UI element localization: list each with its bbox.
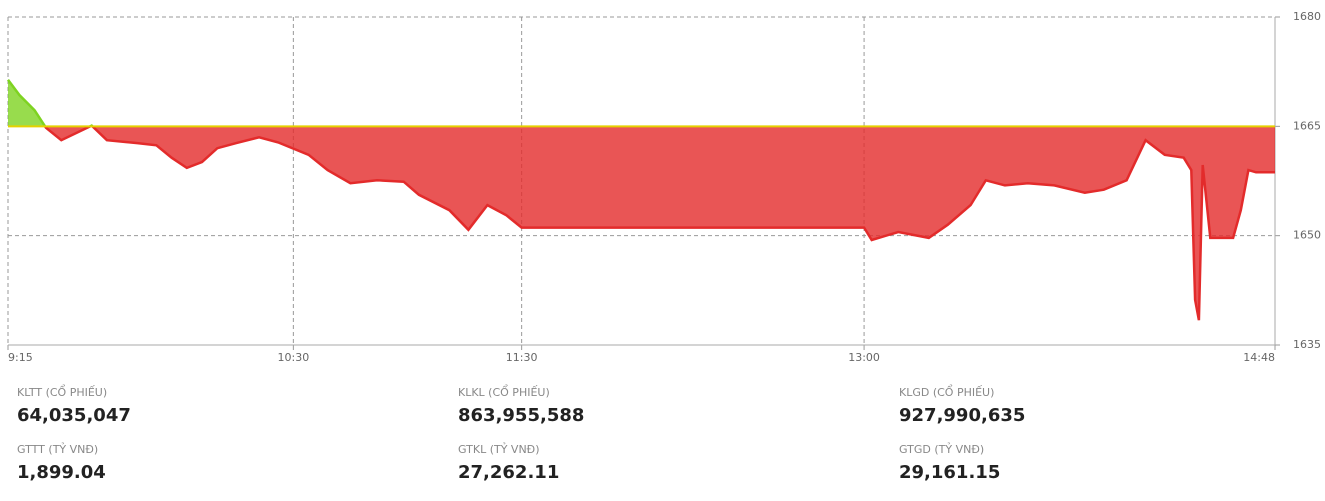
stat-value: 863,955,588: [458, 405, 585, 426]
x-tick-label: 11:30: [506, 351, 538, 364]
y-tick-label: 1680: [1293, 10, 1321, 23]
x-tick-label: 14:48: [1243, 351, 1275, 364]
stat: GTKL (TỶ VNĐ) 27,262.11: [458, 443, 559, 483]
stat-label: KLTT (CỔ PHIẾU): [17, 386, 108, 399]
stat-label: GTGD (TỶ VNĐ): [899, 443, 985, 456]
stat-label: KLKL (CỔ PHIẾU): [458, 386, 550, 399]
stat-value: 29,161.15: [899, 462, 1001, 483]
x-tick-label: 9:15: [8, 351, 33, 364]
stat-label: GTKL (TỶ VNĐ): [458, 443, 540, 456]
line-down: [43, 126, 1275, 321]
stat: GTTT (TỶ VNĐ) 1,899.04: [17, 443, 106, 483]
x-tick-label: 13:00: [848, 351, 880, 364]
stat: GTGD (TỶ VNĐ) 29,161.15: [899, 443, 1000, 483]
y-tick-label: 1635: [1293, 338, 1321, 351]
stat-value: 27,262.11: [458, 462, 560, 483]
chart: 1635 1650 1665 1680 9:15 10:30 11:30 13:00 14:48: [6, 10, 1321, 364]
x-tick-label: 10:30: [278, 351, 310, 364]
stat-value: 927,990,635: [899, 405, 1026, 426]
stat: KLGD (CỔ PHIẾU) 927,990,635: [899, 386, 1025, 426]
stat-value: 64,035,047: [17, 405, 131, 426]
y-tick-label: 1650: [1293, 229, 1321, 242]
y-tick-label: 1665: [1293, 119, 1321, 132]
stat-value: 1,899.04: [17, 462, 106, 483]
stat-label: KLGD (CỔ PHIẾU): [899, 386, 995, 399]
stat: KLTT (CỔ PHIẾU) 64,035,047: [17, 386, 131, 426]
stat-label: GTTT (TỶ VNĐ): [17, 443, 99, 456]
area-down: [45, 126, 1275, 321]
stat: KLKL (CỔ PHIẾU) 863,955,588: [458, 386, 584, 426]
